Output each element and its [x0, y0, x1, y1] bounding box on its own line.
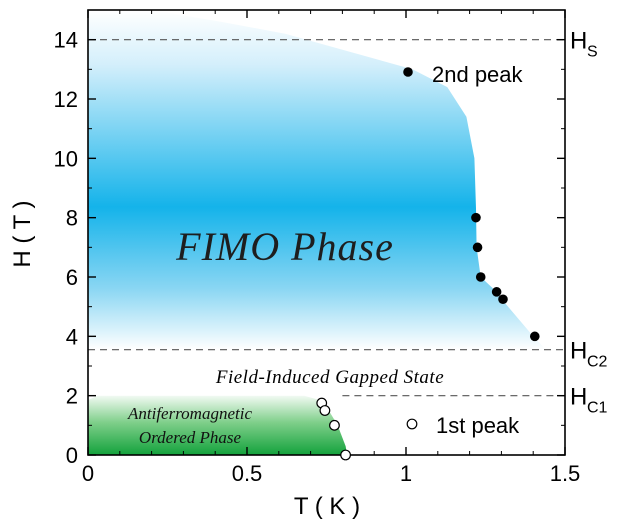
plot-frame: [87, 9, 566, 456]
y-tick-label: 2: [66, 384, 78, 409]
axes: 0 0.5 1 1.5 0 2 4 6 8 10 12 14: [54, 9, 581, 486]
af-phase-label-line2: Ordered Phase: [139, 428, 242, 447]
legend-1st-peak-label: 1st peak: [436, 413, 520, 438]
y-axis-label: H ( T ): [9, 200, 36, 267]
point-2nd-peak: [529, 331, 540, 342]
point-2nd-peak: [472, 242, 483, 253]
reference-label-c2: H: [570, 338, 587, 365]
point-2nd-peak: [471, 212, 481, 223]
x-tick-label: 1: [400, 461, 412, 486]
chart-text: FIMO Phase Field-Induced Gapped State An…: [9, 28, 608, 520]
point-2nd-peak: [491, 287, 502, 297]
reference-lines: [88, 39, 565, 397]
reference-label-sub-c2: C2: [587, 354, 608, 371]
gapped-state-label: Field-Induced Gapped State: [215, 367, 444, 388]
legend-2nd-peak-marker: [403, 67, 413, 77]
y-tick-label: 6: [66, 265, 78, 290]
y-tick-label: 12: [54, 87, 78, 112]
reference-label-c1: H: [570, 384, 587, 411]
y-tick-label: 14: [54, 28, 78, 53]
x-tick-label: 1.5: [550, 461, 581, 486]
reference-label-sub-c1: C1: [587, 400, 608, 417]
point-2nd-peak: [498, 294, 508, 305]
reference-label-s: H: [570, 28, 587, 55]
legend-2nd-peak-label: 2nd peak: [432, 62, 524, 87]
data-points: [316, 67, 540, 461]
point-1st-peak: [340, 449, 351, 461]
reference-label-sub-s: S: [587, 44, 598, 61]
y-tick-label: 4: [66, 324, 78, 349]
y-tick-label: 0: [66, 443, 78, 468]
x-axis-label: T ( K ): [294, 493, 360, 520]
y-tick-label: 10: [54, 146, 78, 171]
legend-1st-peak-marker: [406, 418, 418, 430]
af-ordered-phase-region: [88, 395, 348, 455]
y-tick-label: 8: [66, 206, 78, 231]
fimo-phase-region: [88, 10, 546, 350]
fimo-phase-label: FIMO Phase: [175, 224, 394, 269]
x-tick-label: 0.5: [232, 461, 263, 486]
x-tick-label: 0: [82, 461, 94, 486]
point-1st-peak: [329, 419, 340, 431]
phase-regions: [88, 10, 546, 455]
af-phase-label-line1: Antiferromagnetic: [127, 404, 252, 423]
point-1st-peak: [319, 405, 331, 416]
point-2nd-peak: [475, 272, 486, 282]
